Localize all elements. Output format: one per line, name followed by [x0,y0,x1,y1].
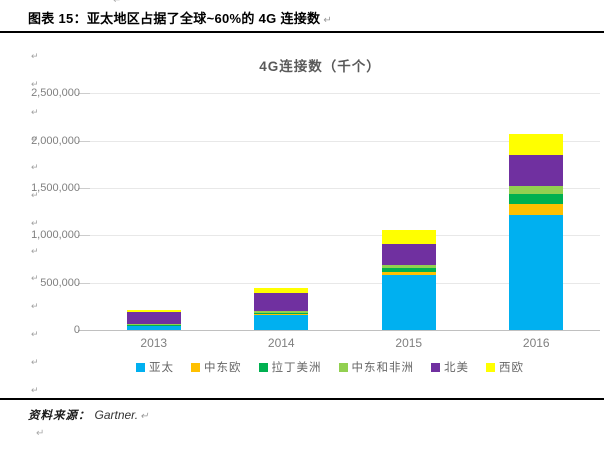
legend-swatch-icon [136,362,145,372]
gridline [90,282,600,284]
legend-item-亚太: 亚太 [136,359,174,375]
pilcrow-mark: ↵ [31,217,39,228]
pilcrow-mark: ↵ [31,384,39,395]
bar-segment-2016-北美 [509,154,564,186]
pilcrow-mark: ↵ [113,0,122,6]
x-axis-label: 2016 [522,336,550,350]
chart-title: 4G连接数（千个） [259,59,381,74]
bar-segment-2014-西欧 [254,288,309,294]
figure-caption: 图表 15：亚太地区占据了全球~60%的 4G 连接数 ↵ [28,8,332,27]
y-axis-tick-label: 2,500,000 [31,87,80,100]
pilcrow-mark: ↵ [31,329,39,339]
bar-segment-2016-中东欧 [509,204,564,215]
y-axis-tick [78,282,90,284]
pilcrow-mark: ↵ [323,15,333,26]
legend-label: 中东欧 [204,362,242,374]
pilcrow-mark: ↵ [31,162,39,173]
legend-item-拉丁美洲: 拉丁美洲 [258,359,322,375]
source-label: 资料来源： [28,410,91,422]
pilcrow-mark: ↵ [31,134,39,145]
y-axis-tick [78,93,90,95]
pilcrow-mark: ↵ [31,245,39,256]
gridline [90,93,600,95]
bar-segment-2013-拉丁美洲 [126,324,181,326]
bar-segment-2015-亚太 [381,275,436,330]
legend-swatch-icon [486,362,495,372]
y-axis-tick-label: 1,500,000 [31,181,80,194]
bar-segment-2013-西欧 [126,310,181,312]
figure-caption-text: 图表 15：亚太地区占据了全球~60%的 4G 连接数 [28,11,321,26]
legend-swatch-icon [191,362,200,372]
gridline [90,235,600,237]
source-line: 资料来源： Gartner. ↵ [28,406,148,424]
source-divider-rule [0,398,604,400]
bar-segment-2015-西欧 [381,229,436,245]
y-axis-tick-label: 2,000,000 [31,134,80,147]
y-axis-tick-label: 0 [73,324,80,336]
legend-swatch-icon [431,362,440,372]
bar-segment-2014-中东和非洲 [254,310,309,313]
legend-item-中东欧: 中东欧 [191,359,242,375]
legend-label: 亚太 [149,362,174,374]
bar-segment-2016-拉丁美洲 [509,194,564,205]
pilcrow-mark: ↵ [36,428,45,439]
bar-segment-2015-中东和非洲 [381,264,436,269]
x-axis-label: 2015 [395,336,423,350]
y-axis-tick-label: 1,000,000 [31,229,80,242]
pilcrow-mark: ↵ [31,190,39,200]
y-axis-tick [78,187,90,189]
bar-segment-2014-亚太 [254,314,309,330]
gridline [90,140,600,142]
pilcrow-mark: ↵ [31,301,39,312]
pilcrow-mark: ↵ [31,356,39,367]
bar-segment-2013-中东和非洲 [126,323,181,325]
bar-segment-2013-亚太 [126,325,181,330]
legend-label: 西欧 [499,362,524,374]
chart-legend: 亚太 中东欧 拉丁美洲 中东和非洲 北美 西欧 [56,359,604,375]
bar-segment-2014-中东欧 [254,313,309,315]
x-axis-line [78,330,600,331]
legend-label: 拉丁美洲 [271,362,322,374]
legend-item-西欧: 西欧 [486,359,524,375]
bar-segment-2016-西欧 [509,134,564,155]
bar-segment-2016-亚太 [509,214,564,330]
y-axis-tick [78,140,90,142]
bar-segment-2015-拉丁美洲 [381,268,436,273]
x-axis-label: 2013 [140,336,168,350]
y-axis-tick [78,235,90,237]
legend-swatch-icon [338,362,348,372]
bar-segment-2014-拉丁美洲 [254,312,309,314]
bar-segment-2016-中东和非洲 [509,185,564,195]
pilcrow-mark: ↵ [31,273,39,284]
x-axis-label: 2014 [267,336,295,350]
bar-segment-2013-北美 [126,312,181,324]
legend-label: 北美 [444,362,469,374]
pilcrow-mark: ↵ [31,51,39,61]
legend-item-北美: 北美 [431,359,469,375]
caption-divider-rule [0,31,604,33]
bar-segment-2015-北美 [381,244,436,265]
gridline [90,187,600,189]
legend-item-中东和非洲: 中东和非洲 [338,359,415,375]
bar-segment-2013-中东欧 [126,325,181,326]
pilcrow-mark: ↵ [31,106,39,117]
pilcrow-mark: ↵ [140,411,149,422]
legend-label: 中东和非洲 [351,362,414,374]
bar-segment-2015-中东欧 [381,272,436,276]
legend-swatch-icon [258,362,268,372]
y-axis-tick-label: 500,000 [40,276,80,289]
source-value: Gartner. [94,408,139,422]
pilcrow-mark: ↵ [31,78,39,89]
bar-segment-2014-北美 [254,293,309,311]
